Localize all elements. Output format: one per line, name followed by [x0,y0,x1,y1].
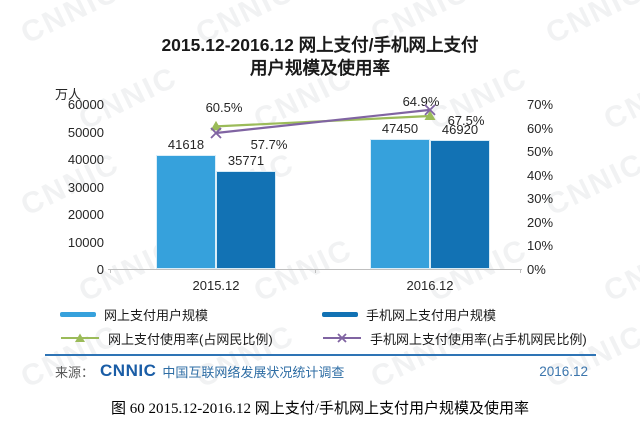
source-date: 2016.12 [539,364,588,379]
y-axis-tick-label-right: 20% [527,214,554,230]
y-axis-tick-label-left: 30000 [67,179,104,195]
y-axis-unit: 万人 [54,87,81,102]
y-axis-tick-label-left: 50000 [67,124,104,140]
legend-bar-swatch [322,311,358,317]
bar-mobile-payment [430,139,490,269]
y-axis-tick-label-left: 20000 [67,207,104,222]
legend-item-mobile-rate: 手机网上支付使用率(占手机网民比例) [322,330,587,347]
x-axis-category-label: 2015.12 [192,278,240,293]
legend-item-online-rate: 网上支付使用率(占网民比例) [60,330,273,347]
y-axis-tick-label-right: 40% [527,167,554,183]
x-axis-category-label: 2016.12 [406,278,454,293]
legend-line-swatch [61,333,99,342]
y-axis-tick-label-left: 60000 [67,97,104,112]
bar-online-payment [156,154,216,269]
y-axis-tick-label-left: 0 [96,262,104,277]
x-axis-tick [520,269,521,273]
bar-mobile-payment [216,170,276,269]
legend-item-mobile-users: 手机网上支付用户规模 [322,306,497,323]
separator-line [45,354,596,356]
chart-title: 2015.12-2016.12 网上支付/手机网上支付 用户规模及使用率 [0,34,640,80]
chart-title-line2: 用户规模及使用率 [250,58,390,78]
line-value-label: 67.5% [447,113,485,128]
x-axis-tick [315,269,316,273]
y-axis-tick-label-right: 0% [527,262,546,277]
y-axis-tick-label-left: 40000 [67,152,104,167]
legend-x-marker [337,333,347,343]
bar-value-label: 41618 [167,136,205,152]
chart-title-line1: 2015.12-2016.12 网上支付/手机网上支付 [161,35,479,55]
source-text: 中国互联网络发展状况统计调查 [162,364,345,380]
legend-label: 手机网上支付用户规模 [366,307,497,323]
legend-triangle-marker [75,333,85,342]
line-value-label: 57.7% [250,137,288,152]
y-axis-tick-label-left: 10000 [67,234,104,250]
bar-online-payment [370,138,430,269]
source-row: 来源： CNNIC 中国互联网络发展状况统计调查 [55,361,345,380]
figure-caption: 图 60 2015.12-2016.12 网上支付/手机网上支付用户规模及使用率 [111,401,529,417]
cnnic-logo: CNNIC [100,361,157,380]
legend-item-online-users: 网上支付用户规模 [60,306,209,323]
legend-label: 网上支付使用率(占网民比例) [108,331,273,347]
y-axis-tick-label-right: 60% [527,120,554,136]
legend-label: 手机网上支付使用率(占手机网民比例) [370,331,587,347]
legend-bar-swatch [60,311,96,317]
y-axis-tick-label-right: 70% [527,97,554,112]
bar-value-label: 35771 [227,152,265,168]
legend-line-swatch [323,333,361,343]
y-axis-tick-label-right: 50% [527,144,554,160]
source-prefix: 来源： [55,364,95,380]
y-axis-tick-label-right: 30% [527,191,554,207]
y-axis-tick-label-right: 10% [527,238,554,254]
bar-value-label: 46920 [441,121,479,137]
legend-label: 网上支付用户规模 [104,307,209,323]
x-axis-tick [110,269,111,273]
